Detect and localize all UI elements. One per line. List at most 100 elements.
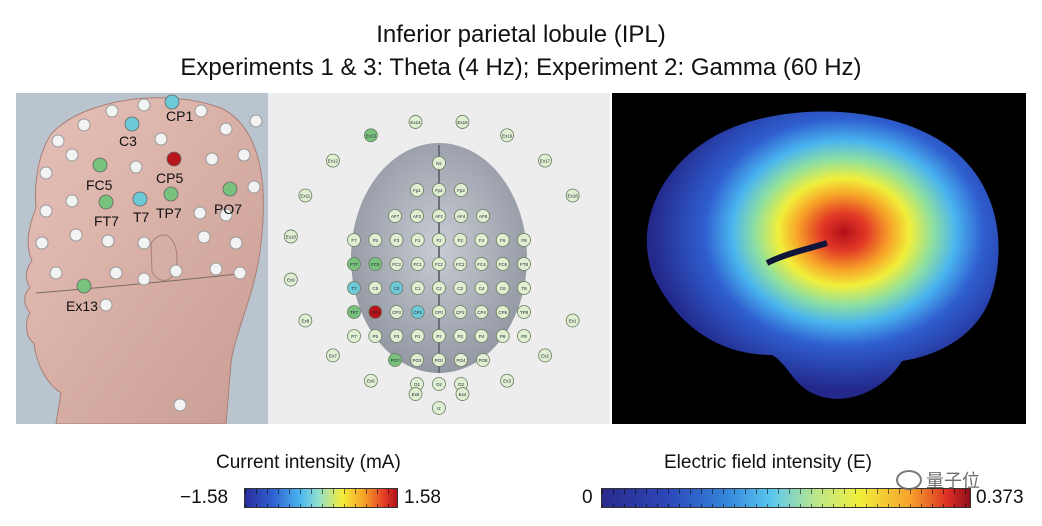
topo-label-t8: T8: [521, 286, 527, 291]
brain-field-rendering: [646, 111, 999, 399]
electrode-dot: [101, 234, 115, 248]
electrode-label-ex13: Ex13: [66, 298, 98, 314]
topo-electrode-oz: [432, 377, 446, 391]
topo-electrode-fp2: [454, 183, 468, 197]
head-illustration: CP1 C3 CP5 FC5 T7 TP7 FT7 PO7 Ex13: [24, 94, 264, 424]
topo-electrode-po3: [410, 353, 424, 367]
topo-electrode-t8: [517, 281, 531, 295]
electrode-dot: [39, 204, 53, 218]
topo-label-ex14: Ex14: [410, 120, 421, 125]
electrode-label-tp7: TP7: [156, 205, 182, 221]
topo-label-c3: C3: [394, 286, 400, 291]
topo-electrode-af7: [388, 209, 402, 223]
electrode-dot: [129, 160, 143, 174]
topo-label-oz: Oz: [436, 382, 443, 387]
electrode-dot-c3: [124, 116, 140, 132]
field-colorbar-max: 0.373: [976, 487, 1024, 508]
topo-electrode-ex3: [500, 373, 514, 388]
topo-label-c5: C5: [372, 286, 378, 291]
topo-label-f4: F4: [479, 238, 485, 243]
electric-field-panel: [612, 93, 1026, 424]
head-electrode-panel: CP1 C3 CP5 FC5 T7 TP7 FT7 PO7 Ex13: [16, 93, 268, 424]
topo-electrode-p4: [474, 329, 489, 343]
topo-electrode-ex7: [326, 348, 340, 363]
topo-label-tp8: TP8: [520, 310, 529, 315]
electrode-dot: [65, 194, 79, 208]
electrode-dot: [35, 236, 49, 250]
topo-label-ex3: Ex3: [503, 379, 511, 384]
electrode-dot: [99, 298, 113, 312]
topo-label-ex17: Ex17: [540, 159, 551, 164]
electrode-dot: [137, 98, 151, 112]
topo-label-fc2: FC2: [456, 262, 465, 267]
topo-electrode-cp2: [453, 305, 468, 319]
topo-electrode-tp8: [517, 305, 531, 319]
topo-label-f5: F5: [373, 238, 379, 243]
topo-electrode-ex4: [455, 387, 470, 401]
topo-label-p8: P8: [521, 334, 527, 339]
topo-label-ex11: Ex11: [300, 193, 310, 198]
topo-electrode-nz: [432, 156, 446, 170]
topo-electrode-ex1: [565, 313, 580, 328]
topo-electrode-p3: [389, 329, 404, 343]
topo-electrode-c2: [453, 281, 468, 295]
topo-label-ex7: Ex7: [329, 353, 337, 358]
electrode-dot: [237, 148, 251, 162]
topo-electrode-af4: [454, 209, 468, 223]
electrode-dot: [193, 206, 207, 220]
topo-label-cp4: CP4: [477, 310, 486, 315]
topo-electrode-ex13: [364, 128, 378, 143]
topo-electrode-f5: [368, 233, 383, 247]
topo-label-p6: P6: [500, 334, 506, 339]
topo-label-ex10: Ex10: [286, 234, 297, 239]
electrode-label-c3: C3: [119, 133, 137, 149]
electrode-dot-tp7: [163, 186, 179, 202]
current-colorbar-label: Current intensity (mA): [216, 452, 401, 473]
topo-label-p5: P5: [372, 334, 378, 339]
electrode-dot: [69, 228, 83, 242]
electrode-dot: [137, 236, 151, 250]
figure-title: Inferior parietal lobule (IPL): [376, 21, 666, 48]
electrode-dot-ex13: [76, 278, 92, 294]
electrode-dot: [205, 152, 219, 166]
topographic-electrode-panel: Nz Fp1 Fpz Fp2 AF7 AF3 AFz AF4 AF8 F7 F5 F3 F1 Fz F2 F4…: [268, 93, 610, 424]
topo-electrode-ex10: [283, 229, 298, 244]
topo-electrode-ex9: [283, 272, 298, 287]
topo-label-af8: AF8: [479, 214, 488, 219]
topo-label-cp1: CP1: [413, 310, 422, 315]
topo-electrode-ft8: [517, 257, 531, 271]
watermark-text: 量子位: [926, 471, 980, 491]
electrode-dot-fc5: [92, 157, 108, 173]
topographic-map: Nz Fp1 Fpz Fp2 AF7 AF3 AFz AF4 AF8 F7 F5 F3 F1 Fz F2 F4…: [283, 115, 580, 415]
sylvian-fissure: [765, 240, 828, 266]
topo-electrode-ex6: [364, 373, 378, 388]
topo-electrode-cp5: [368, 305, 383, 319]
cap-line: [35, 272, 247, 294]
topo-electrode-fp1: [410, 183, 424, 197]
topo-label-ex2: Ex2: [541, 353, 549, 358]
electrode-dot: [233, 266, 247, 280]
topo-electrode-p2: [453, 329, 468, 343]
current-colorbar-min: −1.58: [180, 487, 229, 508]
topo-label-cz: Cz: [436, 286, 442, 291]
electrode-dot: [51, 134, 65, 148]
topo-electrode-f3: [389, 233, 404, 247]
electrode-dot: [109, 266, 123, 280]
topo-label-cp5: CP5: [371, 310, 380, 315]
topo-electrode-fc6: [495, 257, 510, 271]
topo-label-f3: F3: [394, 238, 400, 243]
electrode-dot: [194, 104, 208, 118]
topo-electrode-po7: [388, 353, 402, 367]
topo-label-cp6: CP6: [498, 310, 507, 315]
field-colorbar-min: 0: [582, 487, 593, 508]
topo-electrode-cp3: [389, 305, 404, 319]
topo-label-fc5: FC5: [371, 262, 380, 267]
topo-label-fp2: Fp2: [457, 188, 465, 193]
topo-electrode-cp4: [474, 305, 489, 319]
topo-electrode-ex16: [500, 128, 514, 143]
electrode-dot-cp5: [166, 151, 182, 167]
topo-label-fc6: FC6: [498, 262, 507, 267]
topo-electrode-af8: [476, 209, 490, 223]
head-shape: [24, 97, 264, 424]
electrode-dot: [247, 180, 261, 194]
